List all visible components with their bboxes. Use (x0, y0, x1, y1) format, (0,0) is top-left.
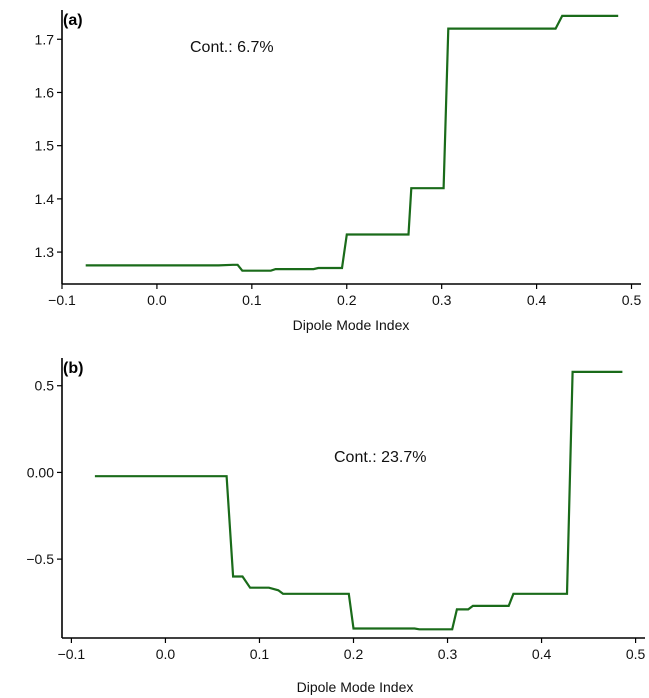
ticks-b: −0.1 0.0 0.1 0.2 0.3 0.4 0.5 −0.5 0.00 0.5 (26, 378, 645, 662)
x-tick-label: 0.2 (337, 292, 357, 308)
ticks-a: −0.1 0.0 0.1 0.2 0.3 0.4 0.5 1.3 1.4 1.5 1.6 1.7 (35, 31, 642, 308)
series-line (94, 370, 623, 631)
annotation-b: Cont.: 23.7% (334, 449, 427, 466)
y-tick-label: 1.3 (35, 244, 55, 260)
x-tick-label: −0.1 (58, 646, 86, 662)
chart-panel-a: (a) Cont.: 6.7% −0.1 0.0 0.1 0.2 0.3 0.4 0.5 1.… (35, 10, 642, 333)
x-axis-title-b: Dipole Mode Index (297, 679, 414, 695)
x-tick-label: 0.1 (250, 646, 270, 662)
x-tick-label: 0.2 (344, 646, 364, 662)
x-tick-label: −0.1 (48, 292, 76, 308)
y-tick-label: 0.5 (35, 378, 55, 394)
panel-label-a: (a) (63, 12, 83, 29)
y-tick-label: 1.4 (35, 191, 55, 207)
y-tick-label: −0.5 (26, 551, 54, 567)
x-tick-label: 0.4 (532, 646, 552, 662)
series-line (85, 14, 619, 272)
x-tick-label: 0.0 (156, 646, 176, 662)
series-b (94, 370, 623, 631)
x-tick-label: 0.3 (432, 292, 452, 308)
x-tick-label: 0.3 (438, 646, 458, 662)
x-tick-label: 0.4 (527, 292, 547, 308)
series-a (85, 14, 619, 272)
panel-label-b: (b) (63, 360, 83, 377)
y-tick-label: 1.6 (35, 84, 55, 100)
annotation-a: Cont.: 6.7% (190, 39, 274, 56)
chart-panel-b: (b) Cont.: 23.7% −0.1 0.0 0.1 0.2 0.3 0.4 0.5−… (26, 358, 646, 695)
y-tick-label: 1.5 (35, 138, 55, 154)
x-tick-label: 0.5 (622, 292, 642, 308)
x-tick-label: 0.5 (626, 646, 646, 662)
x-axis-title-a: Dipole Mode Index (293, 317, 410, 333)
x-tick-label: 0.0 (147, 292, 167, 308)
y-tick-label: 0.00 (27, 464, 54, 480)
x-tick-label: 0.1 (242, 292, 262, 308)
y-tick-label: 1.7 (35, 31, 55, 47)
